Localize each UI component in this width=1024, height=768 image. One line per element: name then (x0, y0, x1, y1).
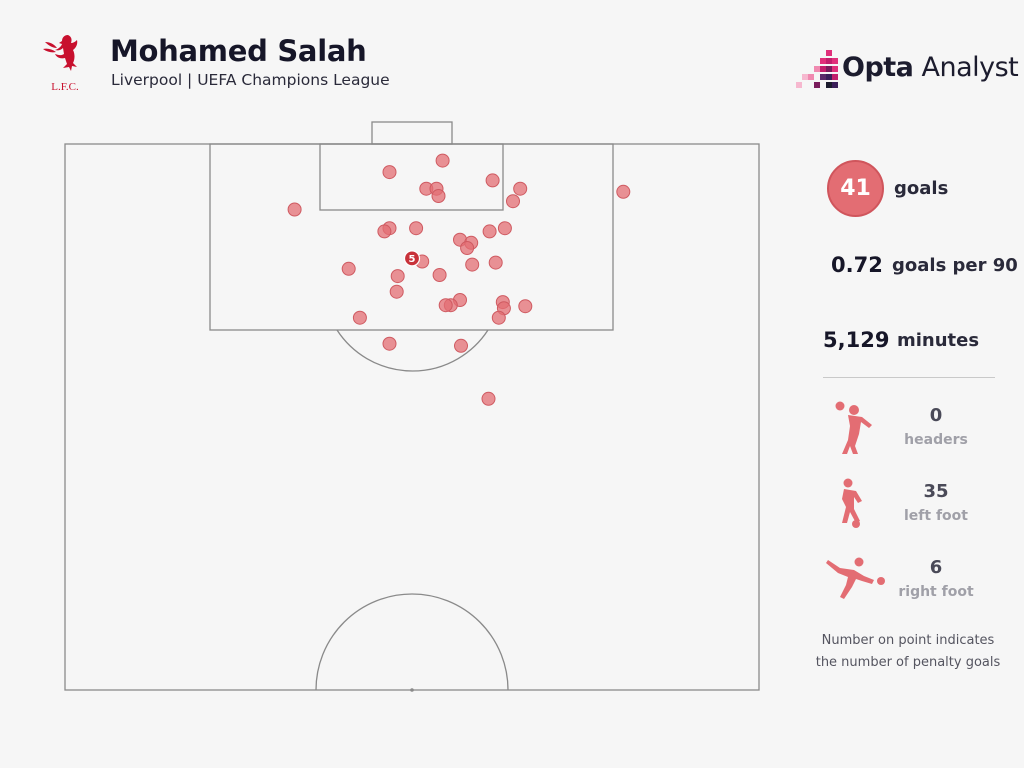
goal-point (352, 310, 367, 325)
penalty-area (209, 143, 614, 331)
goal-point (465, 257, 480, 272)
goal-point (460, 241, 475, 255)
headers-value: 0 (929, 405, 943, 426)
goals-count-badge: 41 (827, 160, 884, 217)
penalty-note: Number on point indicates the number of … (815, 633, 1001, 670)
goal-point (432, 268, 447, 282)
goal-point (616, 184, 631, 199)
penalty-count-label: 5 (409, 254, 416, 265)
minutes-value: 5,129 (823, 328, 890, 352)
page-subtitle: Liverpool | UEFA Champions League (111, 71, 390, 89)
goal-frame (371, 121, 453, 145)
goal-point (435, 153, 450, 168)
brand-name: Opta Analyst (842, 52, 1019, 83)
right-foot-label: right foot (898, 584, 974, 600)
goal-point (454, 338, 468, 353)
goal-point (506, 194, 520, 209)
stats-divider (823, 377, 995, 378)
opta-logo-icon (796, 50, 838, 88)
right-foot-player-icon (826, 557, 885, 599)
left-foot-player-icon (842, 478, 862, 528)
centre-circle (315, 593, 509, 691)
goal-point (409, 221, 424, 236)
header-player-icon (835, 401, 872, 454)
goal-point (390, 269, 405, 284)
left-foot-label: left foot (904, 508, 968, 524)
right-foot-value: 6 (929, 557, 943, 578)
pitch-lines (64, 121, 760, 691)
goal-point (389, 284, 404, 299)
centre-spot (410, 688, 414, 692)
goals-per-90-value: 0.72 (831, 253, 883, 277)
goal-point (485, 173, 500, 188)
goal-point (431, 189, 446, 203)
goal-point (518, 299, 533, 314)
goal-point (377, 224, 392, 239)
six-yard-box (319, 143, 504, 211)
goal-point (341, 261, 356, 276)
goal-point (438, 298, 453, 313)
minutes-label: minutes (897, 330, 980, 351)
goal-point (491, 310, 506, 325)
goal-point (497, 221, 512, 236)
shot-points: 5 (287, 153, 631, 406)
headers-label: headers (904, 432, 968, 448)
penalty-arc (336, 329, 489, 372)
opta-analyst-logo: Opta Analyst (796, 48, 1019, 90)
goal-point (382, 336, 397, 351)
lfc-crest-icon: L.F.C. (43, 35, 79, 93)
goal-point (482, 224, 497, 239)
penalty-goal-point (403, 250, 421, 267)
left-foot-value: 35 (923, 481, 949, 502)
goal-point (481, 391, 496, 406)
page-title: Mohamed Salah (110, 34, 367, 68)
svg-text:L.F.C.: L.F.C. (51, 81, 79, 93)
goals-per-90-label: goals per 90 (892, 255, 1018, 276)
goal-point (382, 165, 397, 180)
goal-point (287, 202, 302, 217)
goals-label: goals (894, 178, 949, 199)
goal-point (488, 255, 503, 270)
goal-point (513, 181, 528, 196)
